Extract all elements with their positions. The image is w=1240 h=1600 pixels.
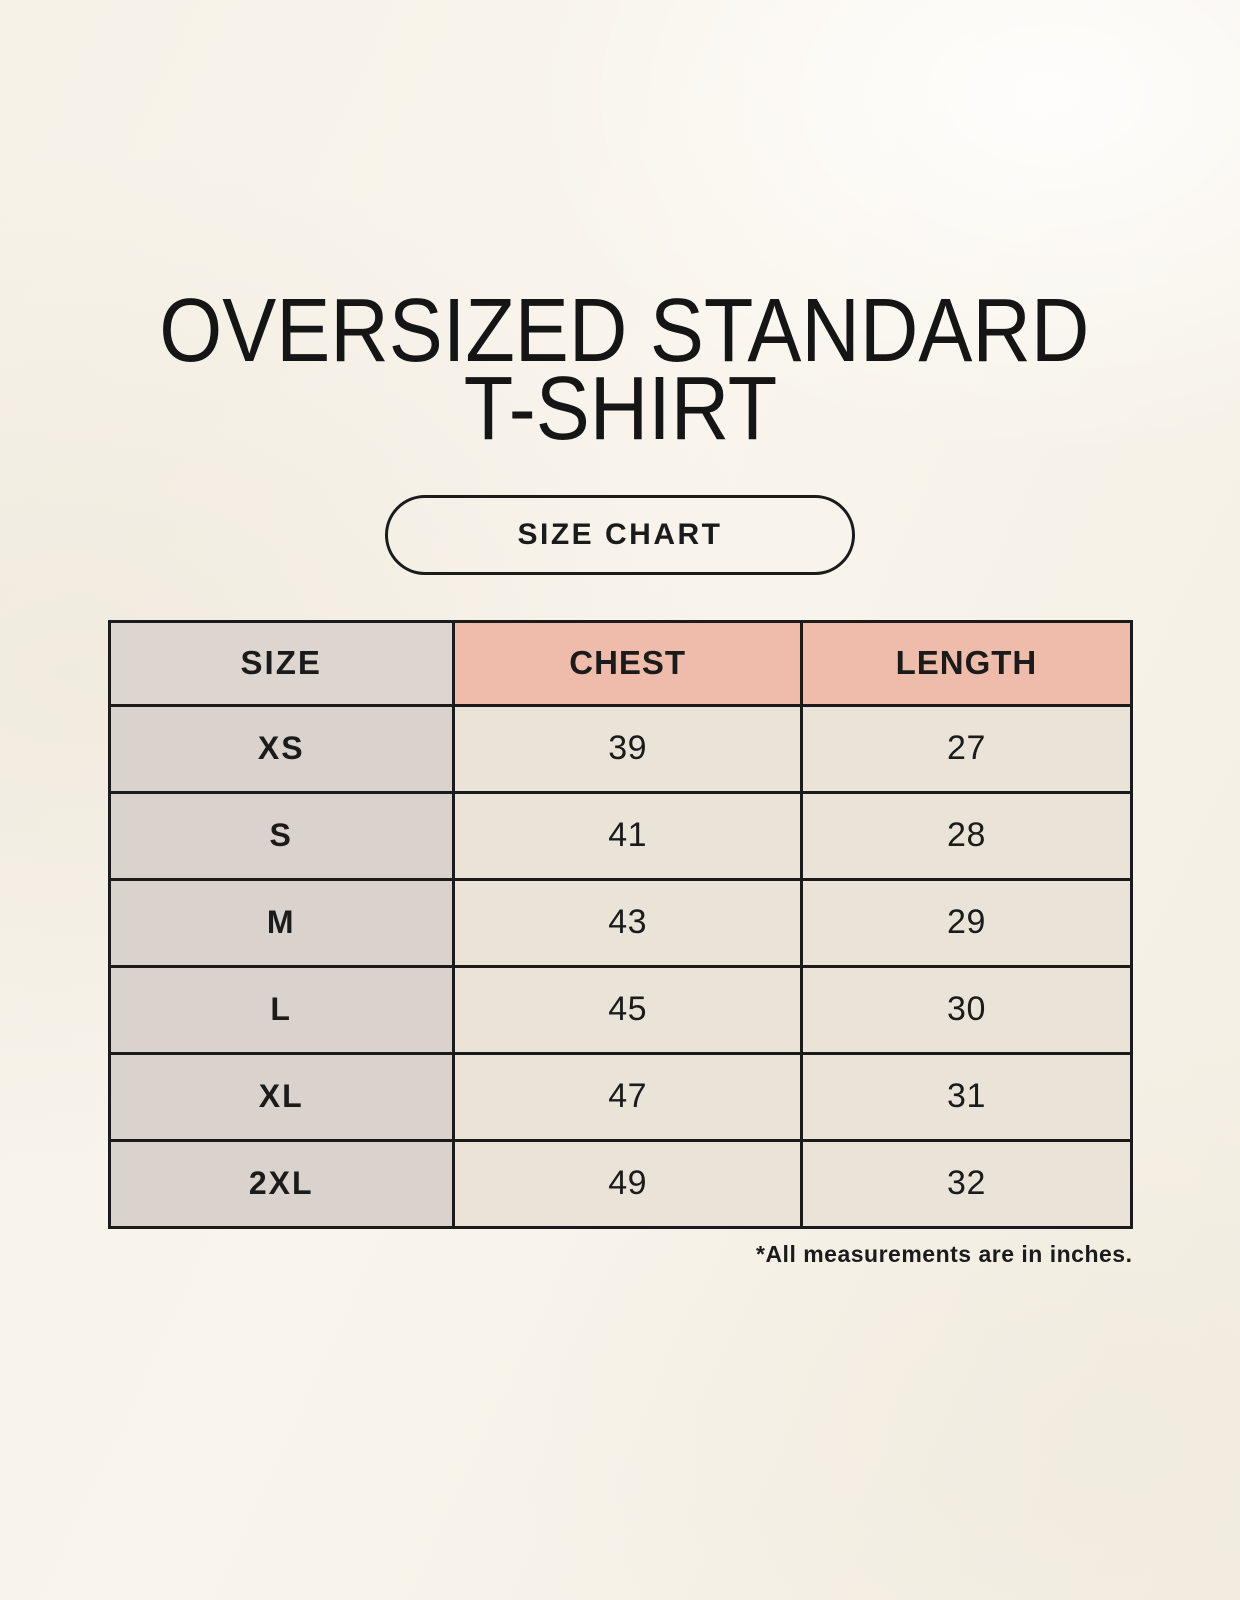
table-row: 2XL 49 32	[107, 1138, 1133, 1229]
chest-value: 45	[451, 964, 804, 1055]
chest-value: 41	[451, 790, 804, 881]
size-label: 2XL	[107, 1138, 455, 1229]
size-chart-table: SIZE CHEST LENGTH XS 39 27 S 41 28 M 43 …	[107, 619, 1133, 1229]
length-value: 32	[800, 1138, 1133, 1229]
page-title-line-2: T-SHIRT	[463, 359, 777, 460]
chest-value: 49	[451, 1138, 804, 1229]
table-row: XL 47 31	[107, 1051, 1133, 1142]
table-header-row: SIZE CHEST LENGTH	[107, 619, 1133, 707]
size-chart-badge-label: SIZE CHART	[517, 517, 723, 551]
measurements-footnote: *All measurements are in inches.	[756, 1240, 1133, 1267]
table-row: S 41 28	[107, 790, 1133, 881]
size-chart-page: OVERSIZED STANDARD T-SHIRT SIZE CHART SI…	[107, 0, 1133, 1268]
length-value: 28	[800, 790, 1133, 881]
table-row: L 45 30	[107, 964, 1133, 1055]
length-value: 30	[800, 964, 1133, 1055]
table-row: M 43 29	[107, 877, 1133, 968]
size-label: XL	[107, 1051, 455, 1142]
size-label: XS	[107, 703, 455, 794]
column-header-length: LENGTH	[800, 619, 1133, 707]
table-row: XS 39 27	[107, 703, 1133, 794]
length-value: 27	[800, 703, 1133, 794]
page-title: OVERSIZED STANDARD T-SHIRT	[158, 281, 1089, 460]
column-header-size: SIZE	[107, 619, 455, 707]
chest-value: 43	[451, 877, 804, 968]
size-chart-badge: SIZE CHART	[385, 494, 855, 575]
column-header-chest: CHEST	[451, 619, 804, 707]
length-value: 31	[800, 1051, 1133, 1142]
page-title-line-1: OVERSIZED STANDARD	[158, 281, 1089, 381]
size-label: S	[107, 790, 455, 881]
chest-value: 47	[451, 1051, 804, 1142]
chest-value: 39	[451, 703, 804, 794]
size-label: M	[107, 877, 455, 968]
length-value: 29	[800, 877, 1133, 968]
size-label: L	[107, 964, 455, 1055]
